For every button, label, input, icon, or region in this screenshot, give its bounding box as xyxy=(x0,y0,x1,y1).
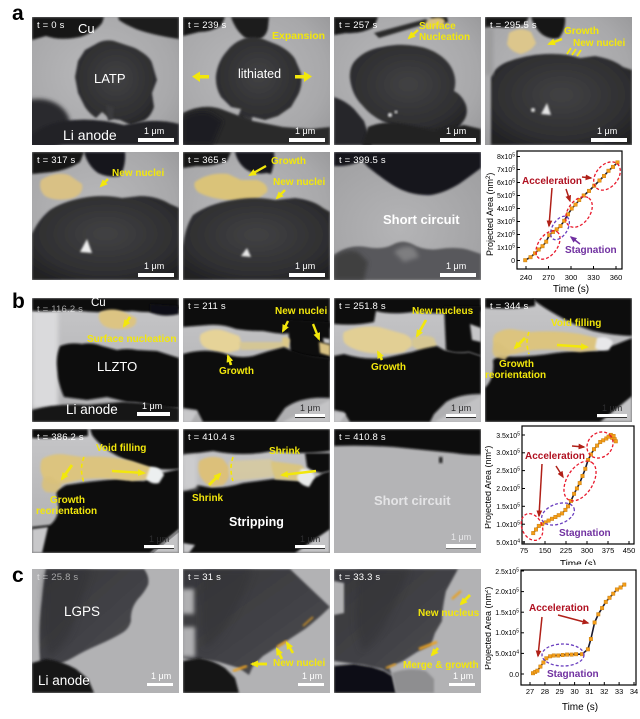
svg-text:0.0: 0.0 xyxy=(509,672,519,679)
svg-text:33: 33 xyxy=(615,687,623,696)
svg-text:5.0x104: 5.0x104 xyxy=(496,539,520,548)
svg-text:5.0x104: 5.0x104 xyxy=(495,650,519,659)
svg-text:3.0x105: 3.0x105 xyxy=(496,449,520,458)
svg-text:Time (s): Time (s) xyxy=(553,284,589,295)
svg-text:32: 32 xyxy=(600,687,608,696)
svg-text:240: 240 xyxy=(520,273,533,282)
svg-text:1x105: 1x105 xyxy=(497,244,515,253)
svg-text:2.5x105: 2.5x105 xyxy=(495,568,519,577)
svg-text:150: 150 xyxy=(539,546,552,555)
svg-text:3x105: 3x105 xyxy=(497,218,515,227)
svg-text:30: 30 xyxy=(570,687,578,696)
svg-text:6x105: 6x105 xyxy=(497,179,515,188)
svg-text:Projected Area (nm2): Projected Area (nm2) xyxy=(485,173,495,256)
svg-text:375: 375 xyxy=(602,546,615,555)
svg-text:Acceleration: Acceleration xyxy=(522,176,582,187)
svg-text:300: 300 xyxy=(565,273,578,282)
svg-text:2x105: 2x105 xyxy=(497,231,515,240)
svg-text:1.5x105: 1.5x105 xyxy=(496,503,520,512)
svg-text:7x105: 7x105 xyxy=(497,166,515,175)
svg-text:27: 27 xyxy=(526,687,534,696)
svg-text:Projected Area (nm2): Projected Area (nm2) xyxy=(485,587,493,670)
svg-text:Acceleration: Acceleration xyxy=(525,451,585,462)
svg-text:34: 34 xyxy=(630,687,638,696)
svg-text:3.5x105: 3.5x105 xyxy=(496,432,520,441)
svg-text:5x105: 5x105 xyxy=(497,192,515,201)
svg-text:Stagnation: Stagnation xyxy=(565,245,617,256)
svg-text:300: 300 xyxy=(581,546,594,555)
svg-text:2.5x105: 2.5x105 xyxy=(496,467,520,476)
svg-text:29: 29 xyxy=(556,687,564,696)
svg-text:Time (s): Time (s) xyxy=(560,559,596,570)
svg-text:330: 330 xyxy=(587,273,600,282)
svg-text:1.0x105: 1.0x105 xyxy=(496,521,520,530)
svg-text:4x105: 4x105 xyxy=(497,205,515,214)
svg-text:2.0x105: 2.0x105 xyxy=(496,485,520,494)
svg-text:2.0x105: 2.0x105 xyxy=(495,588,519,597)
svg-text:Time (s): Time (s) xyxy=(562,702,598,713)
svg-text:Stagnation: Stagnation xyxy=(547,669,599,680)
svg-text:0: 0 xyxy=(511,258,515,265)
svg-text:75: 75 xyxy=(520,546,528,555)
svg-text:Stagnation: Stagnation xyxy=(559,528,611,539)
svg-text:270: 270 xyxy=(542,273,555,282)
svg-text:28: 28 xyxy=(541,687,549,696)
svg-text:225: 225 xyxy=(560,546,573,555)
svg-text:360: 360 xyxy=(610,273,623,282)
svg-text:Projected Area (nm2): Projected Area (nm2) xyxy=(485,446,493,529)
svg-text:450: 450 xyxy=(623,546,636,555)
svg-text:1.5x105: 1.5x105 xyxy=(495,609,519,618)
svg-text:8x105: 8x105 xyxy=(497,153,515,162)
svg-text:1.0x105: 1.0x105 xyxy=(495,629,519,638)
svg-text:31: 31 xyxy=(585,687,593,696)
svg-text:Acceleration: Acceleration xyxy=(529,603,589,614)
